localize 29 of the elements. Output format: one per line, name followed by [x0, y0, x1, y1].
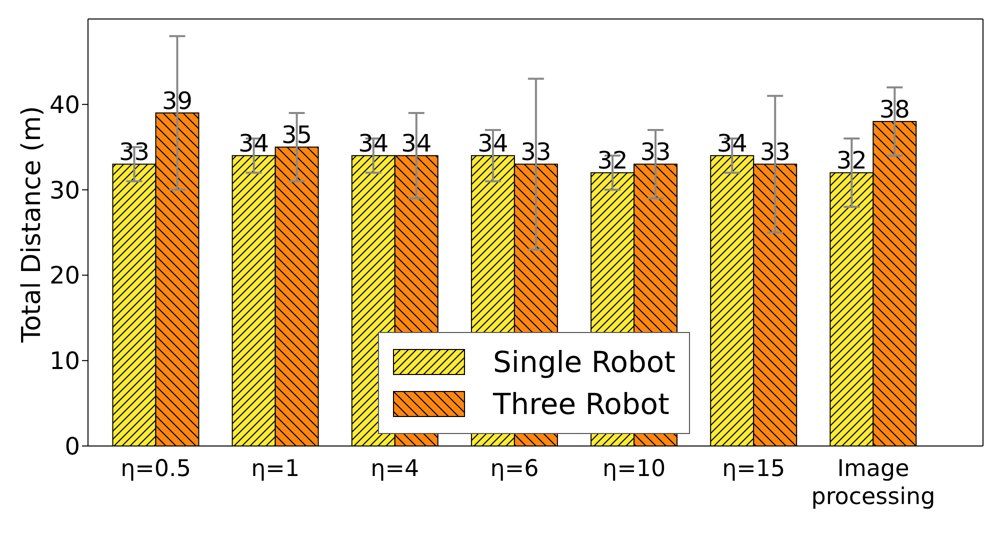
- x-tick-label: η=1: [251, 456, 300, 482]
- data-label: 33: [760, 138, 790, 166]
- x-tick-label: η=6: [490, 456, 539, 482]
- data-label: 34: [716, 130, 748, 158]
- x-tick-label: Image processing: [811, 456, 936, 510]
- x-tick-label: η=0.5: [120, 456, 192, 482]
- data-label: 32: [597, 146, 628, 175]
- data-label: 34: [401, 130, 432, 158]
- legend-label: Three Robot: [493, 387, 670, 421]
- data-label: 39: [162, 86, 193, 115]
- data-label: 33: [118, 138, 150, 166]
- y-tick-label: 0: [64, 432, 80, 461]
- y-tick-label: 30: [49, 176, 80, 204]
- y-tick-label: 20: [49, 262, 80, 290]
- y-axis-title: Total Distance (m): [17, 106, 48, 344]
- x-tick-label: η=4: [370, 456, 420, 482]
- y-tick-label: 40: [49, 90, 80, 119]
- y-tick-label: 10: [49, 347, 80, 376]
- data-label: 33: [640, 138, 671, 166]
- data-label: 35: [282, 121, 312, 150]
- data-label: 33: [520, 138, 552, 166]
- data-label: 34: [478, 130, 508, 158]
- x-tick-label: η=15: [722, 456, 786, 482]
- legend-label: Single Robot: [493, 345, 676, 379]
- data-label: 34: [238, 130, 270, 158]
- data-label: 38: [879, 95, 910, 124]
- x-tick-label: η=10: [602, 456, 666, 482]
- data-label: 32: [836, 146, 867, 175]
- data-label: 34: [358, 130, 389, 158]
